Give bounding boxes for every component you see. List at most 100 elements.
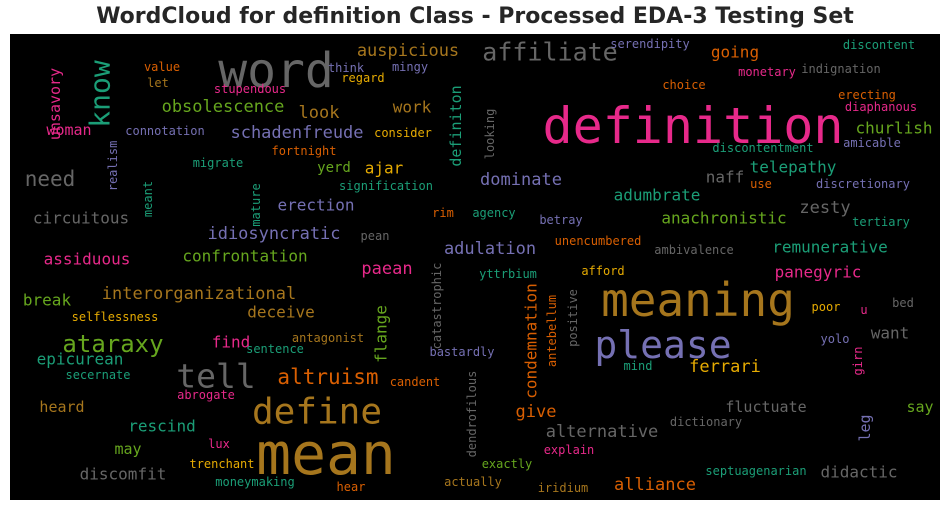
word-schadenfreude: schadenfreude [230,123,363,143]
word-mean: mean [256,420,396,488]
word-assiduous: assiduous [44,250,131,269]
word-anachronistic: anachronistic [661,209,786,228]
word-fortnight: fortnight [271,144,336,158]
word-catastrophic: catastrophic [430,263,444,350]
word-paean: paean [361,259,412,279]
word-going: going [711,43,759,62]
word-alliance: alliance [614,475,696,495]
word-adulation: adulation [444,239,536,259]
word-choice: choice [662,78,705,92]
wordcloud-svg: definitionmeanmeaningwordpleasedefinetel… [23,37,934,495]
word-betray: betray [539,213,582,227]
word-stupendous: stupendous [214,82,286,96]
word-altruism: altruism [277,365,378,389]
word-let: let [147,76,169,90]
word-iridium: iridium [538,481,589,495]
word-migrate: migrate [193,156,244,170]
word-flange: flange [372,305,391,363]
word-dictionary: dictionary [670,415,742,429]
word-idiosyncratic: idiosyncratic [207,224,340,244]
word-unsavory: unsavory [46,68,64,140]
word-lux: lux [208,437,230,451]
word-rim: rim [432,206,454,220]
word-say: say [906,398,933,416]
word-churlish: churlish [855,119,932,138]
word-bed: bed [892,296,914,310]
word-woman: woman [46,121,91,139]
word-leg: leg [856,414,874,441]
word-work: work [393,98,432,117]
word-tell: tell [176,357,255,396]
word-septuagenarian: septuagenarian [705,464,806,478]
word-naff: naff [706,168,745,187]
word-indignation: indignation [801,62,880,76]
word-may: may [114,440,141,458]
word-please: please [594,323,731,367]
word-afford: afford [581,264,624,278]
chart-title: WordCloud for definition Class - Process… [96,4,854,29]
word-yttrbium: yttrbium [479,267,537,281]
word-pean: pean [361,229,390,243]
word-want: want [871,324,910,343]
word-epicurean: epicurean [37,350,124,369]
word-monetary: monetary [738,65,796,79]
word-deceive: deceive [247,303,314,322]
word-find: find [212,333,251,352]
word-condemnation: condemnation [522,283,541,399]
word-rescind: rescind [128,417,195,436]
word-remunerative: remunerative [772,238,888,257]
word-explain: explain [544,443,595,457]
word-discretionary: discretionary [816,177,910,191]
word-discontentment: discontentment [712,141,813,155]
word-break: break [23,291,72,310]
word-value: value [144,60,180,74]
word-poor: poor [812,300,841,314]
word-antebellum: antebellum [545,295,559,367]
word-definition: definition [542,97,843,155]
word-mature: mature [249,183,263,226]
word-candent: candent [390,375,441,389]
word-regard: regard [341,71,384,85]
word-telepathy: telepathy [750,158,837,177]
word-auspicious: auspicious [357,41,459,61]
word-bastardly: bastardly [429,345,494,359]
word-didactic: didactic [820,463,897,482]
word-fluctuate: fluctuate [725,398,806,416]
word-ajar: ajar [365,159,404,178]
word-unencumbered: unencumbered [555,234,642,248]
word-interorganizational: interorganizational [102,284,296,304]
word-looking: looking [483,109,497,160]
word-hear: hear [337,480,366,494]
word-ataraxy: ataraxy [62,330,163,358]
word-sentence: sentence [246,342,304,356]
word-trenchant: trenchant [189,457,254,471]
word-selflessness: selflessness [72,310,159,324]
word-alternative: alternative [546,422,659,442]
word-yolo: yolo [821,332,850,346]
word-signification: signification [339,179,433,193]
word-circuitous: circuitous [33,209,129,228]
word-obsolescence: obsolescence [162,97,285,117]
word-panegyric: panegyric [775,263,862,282]
word-dominate: dominate [480,170,562,190]
word-word: word [218,43,334,99]
word-adumbrate: adumbrate [614,186,701,205]
word-discomfit: discomfit [80,465,167,484]
word-moneymaking: moneymaking [215,475,294,489]
word-mingy: mingy [392,60,428,74]
word-meaning: meaning [601,273,795,327]
word-know: know [84,60,117,128]
word-zesty: zesty [799,198,850,218]
word-dendrofilous: dendrofilous [465,371,479,458]
word-ferrari: ferrari [689,357,761,377]
word-need: need [25,167,76,191]
word-agency: agency [472,206,515,220]
word-tertiary: tertiary [852,215,910,229]
word-definiton: definiton [447,85,465,166]
word-realism: realism [106,141,120,192]
word-amicable: amicable [843,136,901,150]
word-mind: mind [624,359,653,373]
word-think: think [328,61,365,75]
word-secernate: secernate [65,368,130,382]
word-consider: consider [374,126,432,140]
